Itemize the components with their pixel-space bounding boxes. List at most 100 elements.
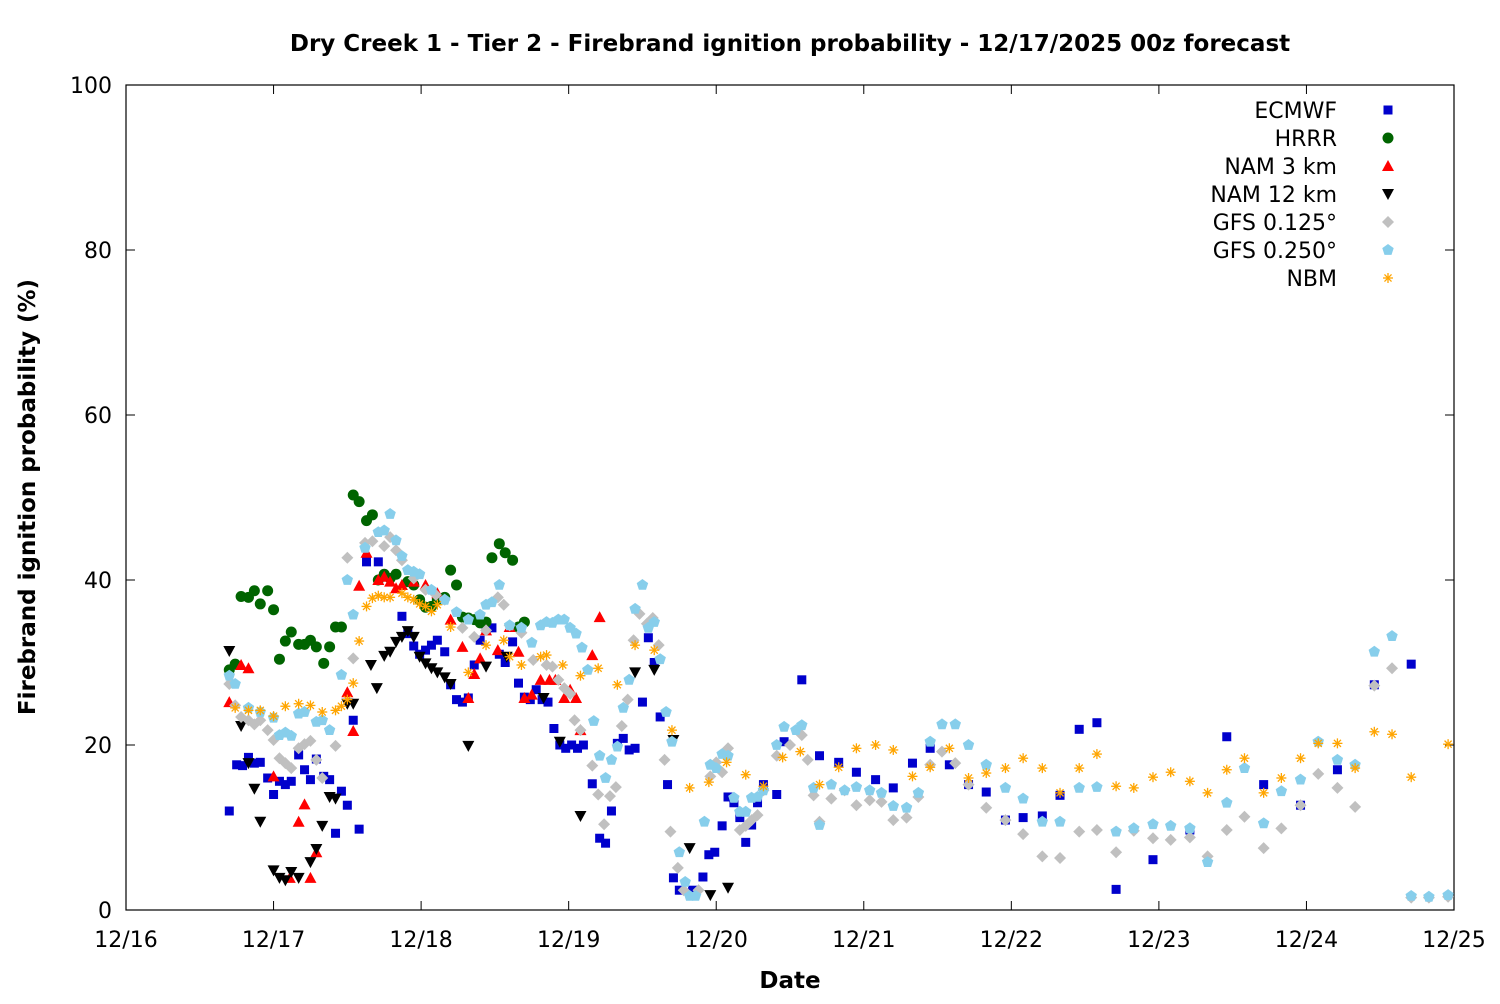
point-nbm: [330, 705, 341, 716]
point-ecmwf: [567, 740, 577, 750]
point-gfs-0-125: [568, 714, 581, 727]
point-nam-3-km: [474, 652, 487, 664]
point-hrrr: [310, 641, 322, 653]
point-gfs-0-250: [1294, 773, 1307, 785]
point-gfs-0-125: [456, 621, 469, 634]
point-nbm: [1165, 767, 1176, 778]
point-ecmwf: [907, 758, 917, 768]
point-nam-12-km: [704, 890, 717, 902]
point-gfs-0-250: [949, 718, 961, 730]
point-gfs-0-250: [887, 800, 899, 811]
point-gfs-0-125: [887, 814, 900, 827]
series-nbm: [230, 588, 1454, 798]
point-nbm: [481, 640, 492, 651]
point-ecmwf: [753, 798, 763, 808]
point-gfs-0-250: [813, 819, 826, 830]
point-gfs-0-250: [1017, 792, 1029, 804]
point-gfs-0-125: [598, 818, 611, 831]
point-ecmwf: [1092, 718, 1102, 728]
point-gfs-0-125: [671, 861, 684, 874]
point-nbm: [758, 781, 769, 792]
point-gfs-0-125: [863, 794, 876, 807]
point-nam-12-km: [395, 631, 408, 643]
point-gfs-0-125: [980, 801, 993, 814]
point-nam-12-km: [648, 664, 661, 676]
y-tick-label: 60: [84, 404, 112, 429]
point-ecmwf: [1018, 813, 1028, 823]
point-nbm: [1074, 763, 1085, 774]
point-gfs-0-250: [673, 846, 685, 858]
point-ecmwf: [595, 833, 605, 843]
x-tick-label: 12/20: [685, 928, 748, 953]
point-nbm: [541, 650, 552, 661]
legend-label: NBM: [1286, 267, 1337, 292]
point-gfs-0-250: [1386, 630, 1398, 641]
point-nam-3-km: [456, 640, 469, 652]
point-ecmwf: [354, 824, 364, 834]
point-ecmwf: [1222, 732, 1232, 742]
point-gfs-0-250: [980, 758, 992, 770]
point-nam-12-km: [370, 683, 383, 695]
point-hrrr: [254, 598, 266, 610]
point-hrrr: [486, 552, 498, 564]
y-tick-label: 0: [98, 899, 112, 924]
point-nam-12-km: [413, 651, 426, 663]
point-gfs-0-250: [413, 568, 426, 580]
point-nbm: [463, 667, 474, 678]
point-gfs-0-125: [329, 739, 342, 752]
point-gfs-0-250: [728, 791, 740, 803]
point-gfs-0-250: [648, 616, 660, 627]
point-nam-3-km: [395, 578, 408, 590]
point-ecmwf: [294, 750, 304, 760]
point-ecmwf: [1148, 855, 1158, 865]
point-gfs-0-250: [1221, 796, 1233, 808]
point-nbm: [1239, 753, 1250, 764]
point-gfs-0-250: [710, 762, 722, 773]
point-nam-12-km: [285, 867, 298, 879]
point-ecmwf: [643, 633, 653, 643]
point-nbm: [268, 711, 279, 722]
x-tick-label: 12/23: [1127, 928, 1190, 953]
point-hrrr: [507, 554, 519, 566]
point-gfs-0-125: [316, 772, 329, 784]
point-nam-3-km: [341, 686, 354, 698]
point-nam-3-km: [444, 613, 457, 625]
legend-label: HRRR: [1275, 127, 1337, 152]
point-gfs-0-125: [751, 809, 764, 822]
point-nam-12-km: [480, 661, 493, 673]
point-gfs-0-125: [825, 792, 838, 805]
point-gfs-0-250: [778, 720, 790, 732]
point-nam-12-km: [254, 816, 267, 828]
point-nbm: [888, 744, 899, 755]
point-nam-12-km: [248, 783, 261, 795]
point-ecmwf: [305, 775, 315, 785]
point-nbm: [1258, 787, 1269, 798]
point-ecmwf: [280, 780, 290, 790]
point-ecmwf: [710, 847, 720, 857]
point-ecmwf: [249, 758, 259, 768]
x-axis-label: Date: [759, 968, 820, 994]
point-nbm: [557, 659, 568, 670]
point-nbm: [336, 701, 347, 712]
point-gfs-0-250: [593, 749, 606, 761]
point-nam-3-km: [242, 662, 255, 674]
point-nam-3-km: [593, 611, 606, 623]
point-gfs-0-250: [526, 636, 538, 648]
point-hrrr: [318, 657, 330, 669]
point-gfs-0-125: [497, 598, 510, 611]
point-ecmwf: [1259, 780, 1269, 790]
point-ecmwf: [578, 740, 588, 750]
point-gfs-0-250: [316, 714, 328, 726]
y-tick-label: 80: [84, 239, 112, 264]
point-gfs-0-250: [936, 718, 948, 730]
point-gfs-0-250: [771, 739, 783, 750]
point-gfs-0-250: [1238, 762, 1251, 773]
point-ecmwf: [663, 780, 673, 790]
point-ecmwf: [452, 695, 462, 705]
point-gfs-0-125: [586, 759, 599, 772]
legend-marker-icon: [1383, 105, 1393, 115]
point-hrrr: [445, 564, 457, 576]
point-gfs-0-250: [378, 524, 390, 536]
point-gfs-0-250: [341, 574, 353, 585]
point-nbm: [420, 601, 431, 612]
